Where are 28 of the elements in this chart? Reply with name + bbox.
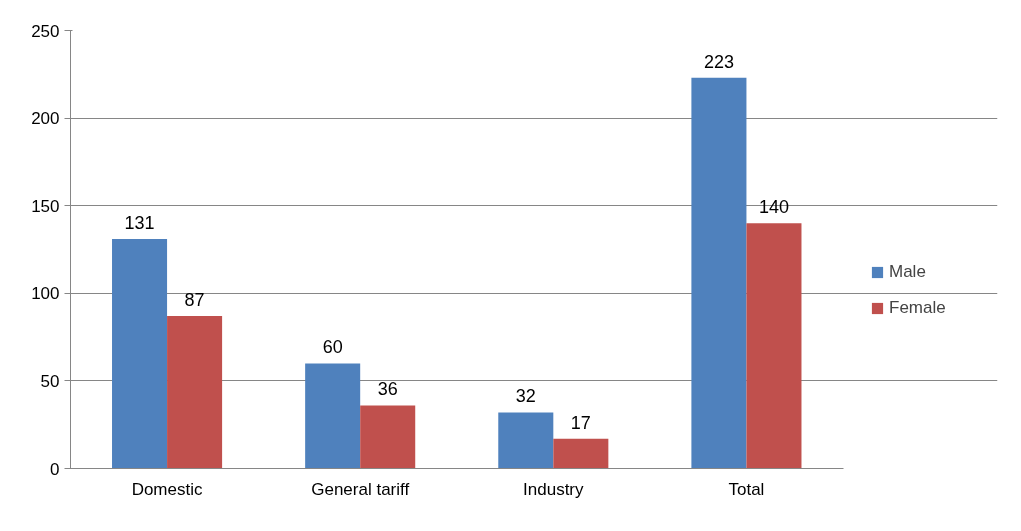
data-label: 223 xyxy=(703,51,734,72)
y-tick-label: 250 xyxy=(31,21,60,41)
y-tick-label: 50 xyxy=(40,371,60,391)
data-label: 17 xyxy=(570,412,591,433)
bar xyxy=(305,363,361,469)
data-label: 131 xyxy=(124,212,155,233)
data-label: 140 xyxy=(758,197,789,218)
data-label: 36 xyxy=(377,379,398,400)
data-label: 60 xyxy=(322,337,343,358)
x-tick-label: Industry xyxy=(523,479,585,499)
legend-label: Male xyxy=(889,262,926,282)
bar xyxy=(498,412,554,469)
bar xyxy=(112,238,168,469)
y-tick-label: 100 xyxy=(31,284,60,304)
y-tick-label: 150 xyxy=(31,196,60,216)
x-tick-label: Domestic xyxy=(131,479,203,499)
x-tick-label: General tariff xyxy=(311,479,410,499)
data-label: 32 xyxy=(515,386,536,407)
bar xyxy=(691,77,747,469)
x-tick-label: Total xyxy=(728,479,765,499)
y-tick-label: 200 xyxy=(31,109,60,129)
bar xyxy=(167,316,223,469)
bar xyxy=(360,405,416,469)
bar xyxy=(553,438,609,469)
y-tick-label: 0 xyxy=(50,459,60,479)
bar xyxy=(746,223,802,469)
data-label: 87 xyxy=(184,290,205,311)
legend-label: Female xyxy=(889,298,946,318)
